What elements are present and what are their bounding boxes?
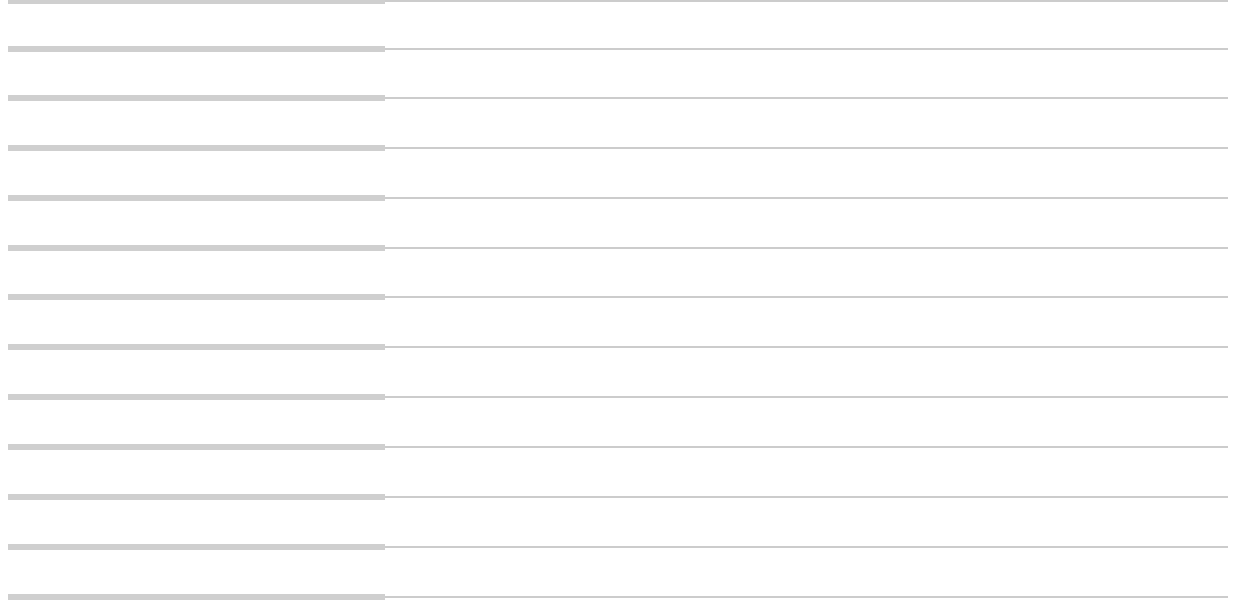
skeleton-bar-primary (8, 45, 385, 52)
skeleton-bar-primary (8, 443, 385, 450)
skeleton-bar-primary (8, 343, 385, 350)
skeleton-bar-primary (8, 144, 385, 151)
skeleton-row[interactable] (0, 244, 1242, 253)
skeleton-row[interactable] (0, 144, 1242, 153)
skeleton-bar-secondary (385, 96, 1228, 99)
skeleton-bar-secondary (385, 395, 1228, 398)
skeleton-row[interactable] (0, 393, 1242, 402)
skeleton-row[interactable] (0, 94, 1242, 103)
skeleton-bar-secondary (385, 196, 1228, 199)
skeleton-bar-primary (8, 393, 385, 400)
skeleton-bar-secondary (385, 0, 1228, 2)
skeleton-bar-primary (8, 543, 385, 550)
skeleton-row[interactable] (0, 493, 1242, 502)
skeleton-bar-secondary (385, 495, 1228, 498)
skeleton-bar-primary (8, 293, 385, 300)
skeleton-row[interactable] (0, 593, 1242, 602)
skeleton-row[interactable] (0, 543, 1242, 552)
skeleton-bar-primary (8, 244, 385, 251)
skeleton-row[interactable] (0, 293, 1242, 302)
skeleton-bar-primary (8, 0, 385, 4)
skeleton-bar-primary (8, 593, 385, 600)
skeleton-row[interactable] (0, 194, 1242, 203)
skeleton-row[interactable] (0, 443, 1242, 452)
skeleton-row[interactable] (0, 343, 1242, 352)
skeleton-bar-primary (8, 94, 385, 101)
skeleton-bar-secondary (385, 295, 1228, 298)
skeleton-row[interactable] (0, 45, 1242, 54)
skeleton-bar-secondary (385, 146, 1228, 149)
skeleton-row[interactable] (0, 0, 1242, 7)
skeleton-bar-primary (8, 493, 385, 500)
skeleton-bar-primary (8, 194, 385, 201)
skeleton-bar-secondary (385, 246, 1228, 249)
skeleton-bar-secondary (385, 47, 1228, 50)
skeleton-bar-secondary (385, 445, 1228, 448)
skeleton-bar-secondary (385, 345, 1228, 348)
skeleton-bar-secondary (385, 595, 1228, 598)
skeleton-bar-secondary (385, 545, 1228, 548)
